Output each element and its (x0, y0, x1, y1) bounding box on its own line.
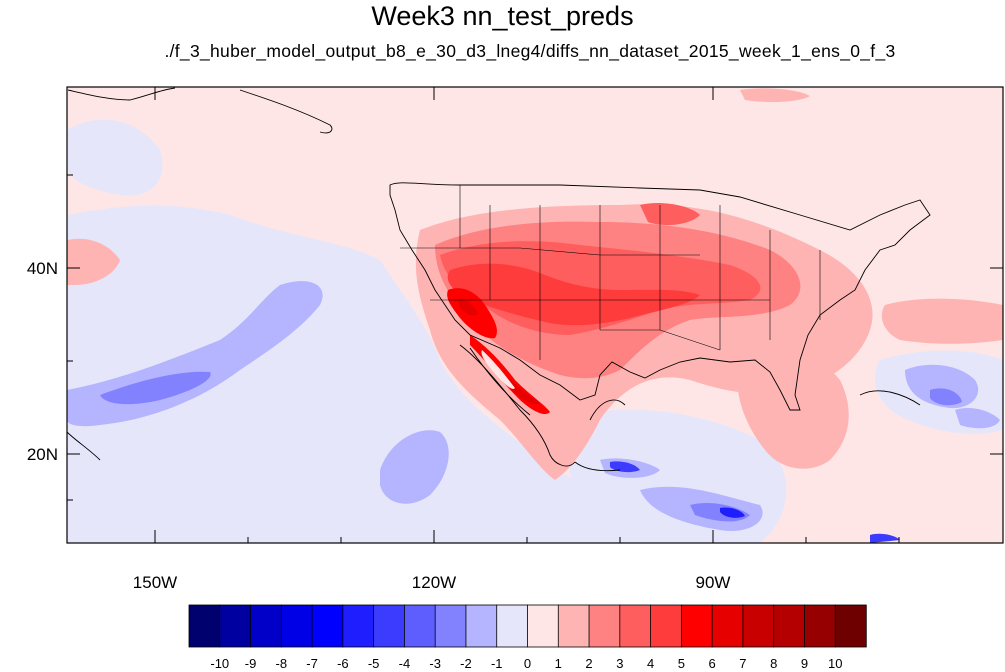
coastlines (66, 87, 931, 472)
colorbar-tick-label: -4 (399, 656, 411, 671)
field-positive-region (640, 203, 700, 226)
colorbar-tick-label: 9 (801, 656, 808, 671)
axis-ticks (67, 87, 1003, 543)
field-negative-region (955, 408, 1000, 429)
field-positive-region (740, 88, 810, 103)
colorbar-tick-label: -7 (306, 656, 318, 671)
colorbar-swatch (588, 604, 621, 648)
colorbar-swatch (280, 604, 313, 648)
colorbar-tick-label: -1 (491, 656, 503, 671)
plot-title: Week3 nn_test_preds (371, 1, 634, 31)
colorbar-swatch (804, 604, 836, 648)
colorbar: -10 -9 -8 -7 -6 -5 -4 -3 -2 -1 0 1 2 3 4 5 6 7 8 9 10 (188, 604, 867, 671)
colorbar-tick-label: -6 (337, 656, 349, 671)
colorbar-tick-label: -2 (460, 656, 472, 671)
colorbar-tick-label: 8 (770, 656, 777, 671)
map-field (67, 87, 1003, 543)
colorbar-tick-label: 6 (709, 656, 716, 671)
colorbar-swatch (619, 604, 652, 648)
colorbar-swatch (527, 604, 559, 648)
colorbar-tick-label: 10 (828, 656, 842, 671)
lat-label-40n: 40N (27, 259, 58, 278)
colorbar-swatch (650, 604, 683, 648)
field-positive-region (736, 346, 849, 469)
lat-label-20n: 20N (27, 445, 58, 464)
colorbar-swatch (773, 604, 806, 648)
field-positive-region (447, 263, 700, 326)
colorbar-swatch (465, 604, 498, 648)
colorbar-swatch (434, 604, 467, 648)
field-near-zero-strip (481, 350, 515, 389)
colorbar-swatch (188, 604, 221, 648)
field-positive-region (67, 238, 120, 285)
field-negative-region (100, 371, 211, 405)
colorbar-tick-label: 4 (647, 656, 654, 671)
colorbar-tick-label: -5 (368, 656, 380, 671)
colorbar-swatch (711, 604, 744, 648)
colorbar-tick-label: 0 (524, 656, 531, 671)
lon-label-150w: 150W (133, 573, 177, 592)
field-positive-region (470, 335, 550, 415)
colorbar-tick-label: -8 (276, 656, 288, 671)
colorbar-tick-label: 5 (678, 656, 685, 671)
colorbar-swatch (311, 604, 344, 648)
field-negative-region (610, 461, 640, 473)
colorbar-tick-label: 7 (739, 656, 746, 671)
state-borders (400, 185, 821, 360)
colorbar-swatch (742, 604, 775, 648)
plot-subtitle: ./f_3_huber_model_output_b8_e_30_d3_lneg… (164, 41, 896, 61)
lon-label-120w: 120W (412, 573, 456, 592)
field-positive-region (505, 375, 540, 405)
colorbar-tick-label: -3 (429, 656, 441, 671)
colorbar-swatch (834, 604, 867, 648)
field-positive-region (881, 298, 1003, 344)
colorbar-tick-label: 3 (616, 656, 623, 671)
colorbar-tick-label: -10 (210, 656, 229, 671)
field-negative-region (870, 533, 900, 543)
map-frame (66, 86, 1004, 544)
colorbar-swatch (250, 604, 283, 648)
colorbar-swatch (404, 604, 436, 648)
colorbar-swatch (342, 604, 375, 648)
field-positive-region (458, 299, 478, 316)
lon-label-90w: 90W (696, 573, 731, 592)
field-negative-region (720, 507, 745, 518)
colorbar-swatch (557, 604, 590, 648)
colorbar-tick-label: -9 (245, 656, 257, 671)
colorbar-tick-label: 1 (555, 656, 562, 671)
colorbar-swatch (373, 604, 406, 648)
colorbar-tick-label: 2 (585, 656, 592, 671)
field-negative-region (380, 430, 449, 504)
field-negative-region (930, 388, 962, 406)
field-negative-region (67, 119, 163, 196)
colorbar-swatch (680, 604, 713, 648)
colorbar-swatch (496, 604, 529, 648)
colorbar-swatch (219, 604, 252, 648)
